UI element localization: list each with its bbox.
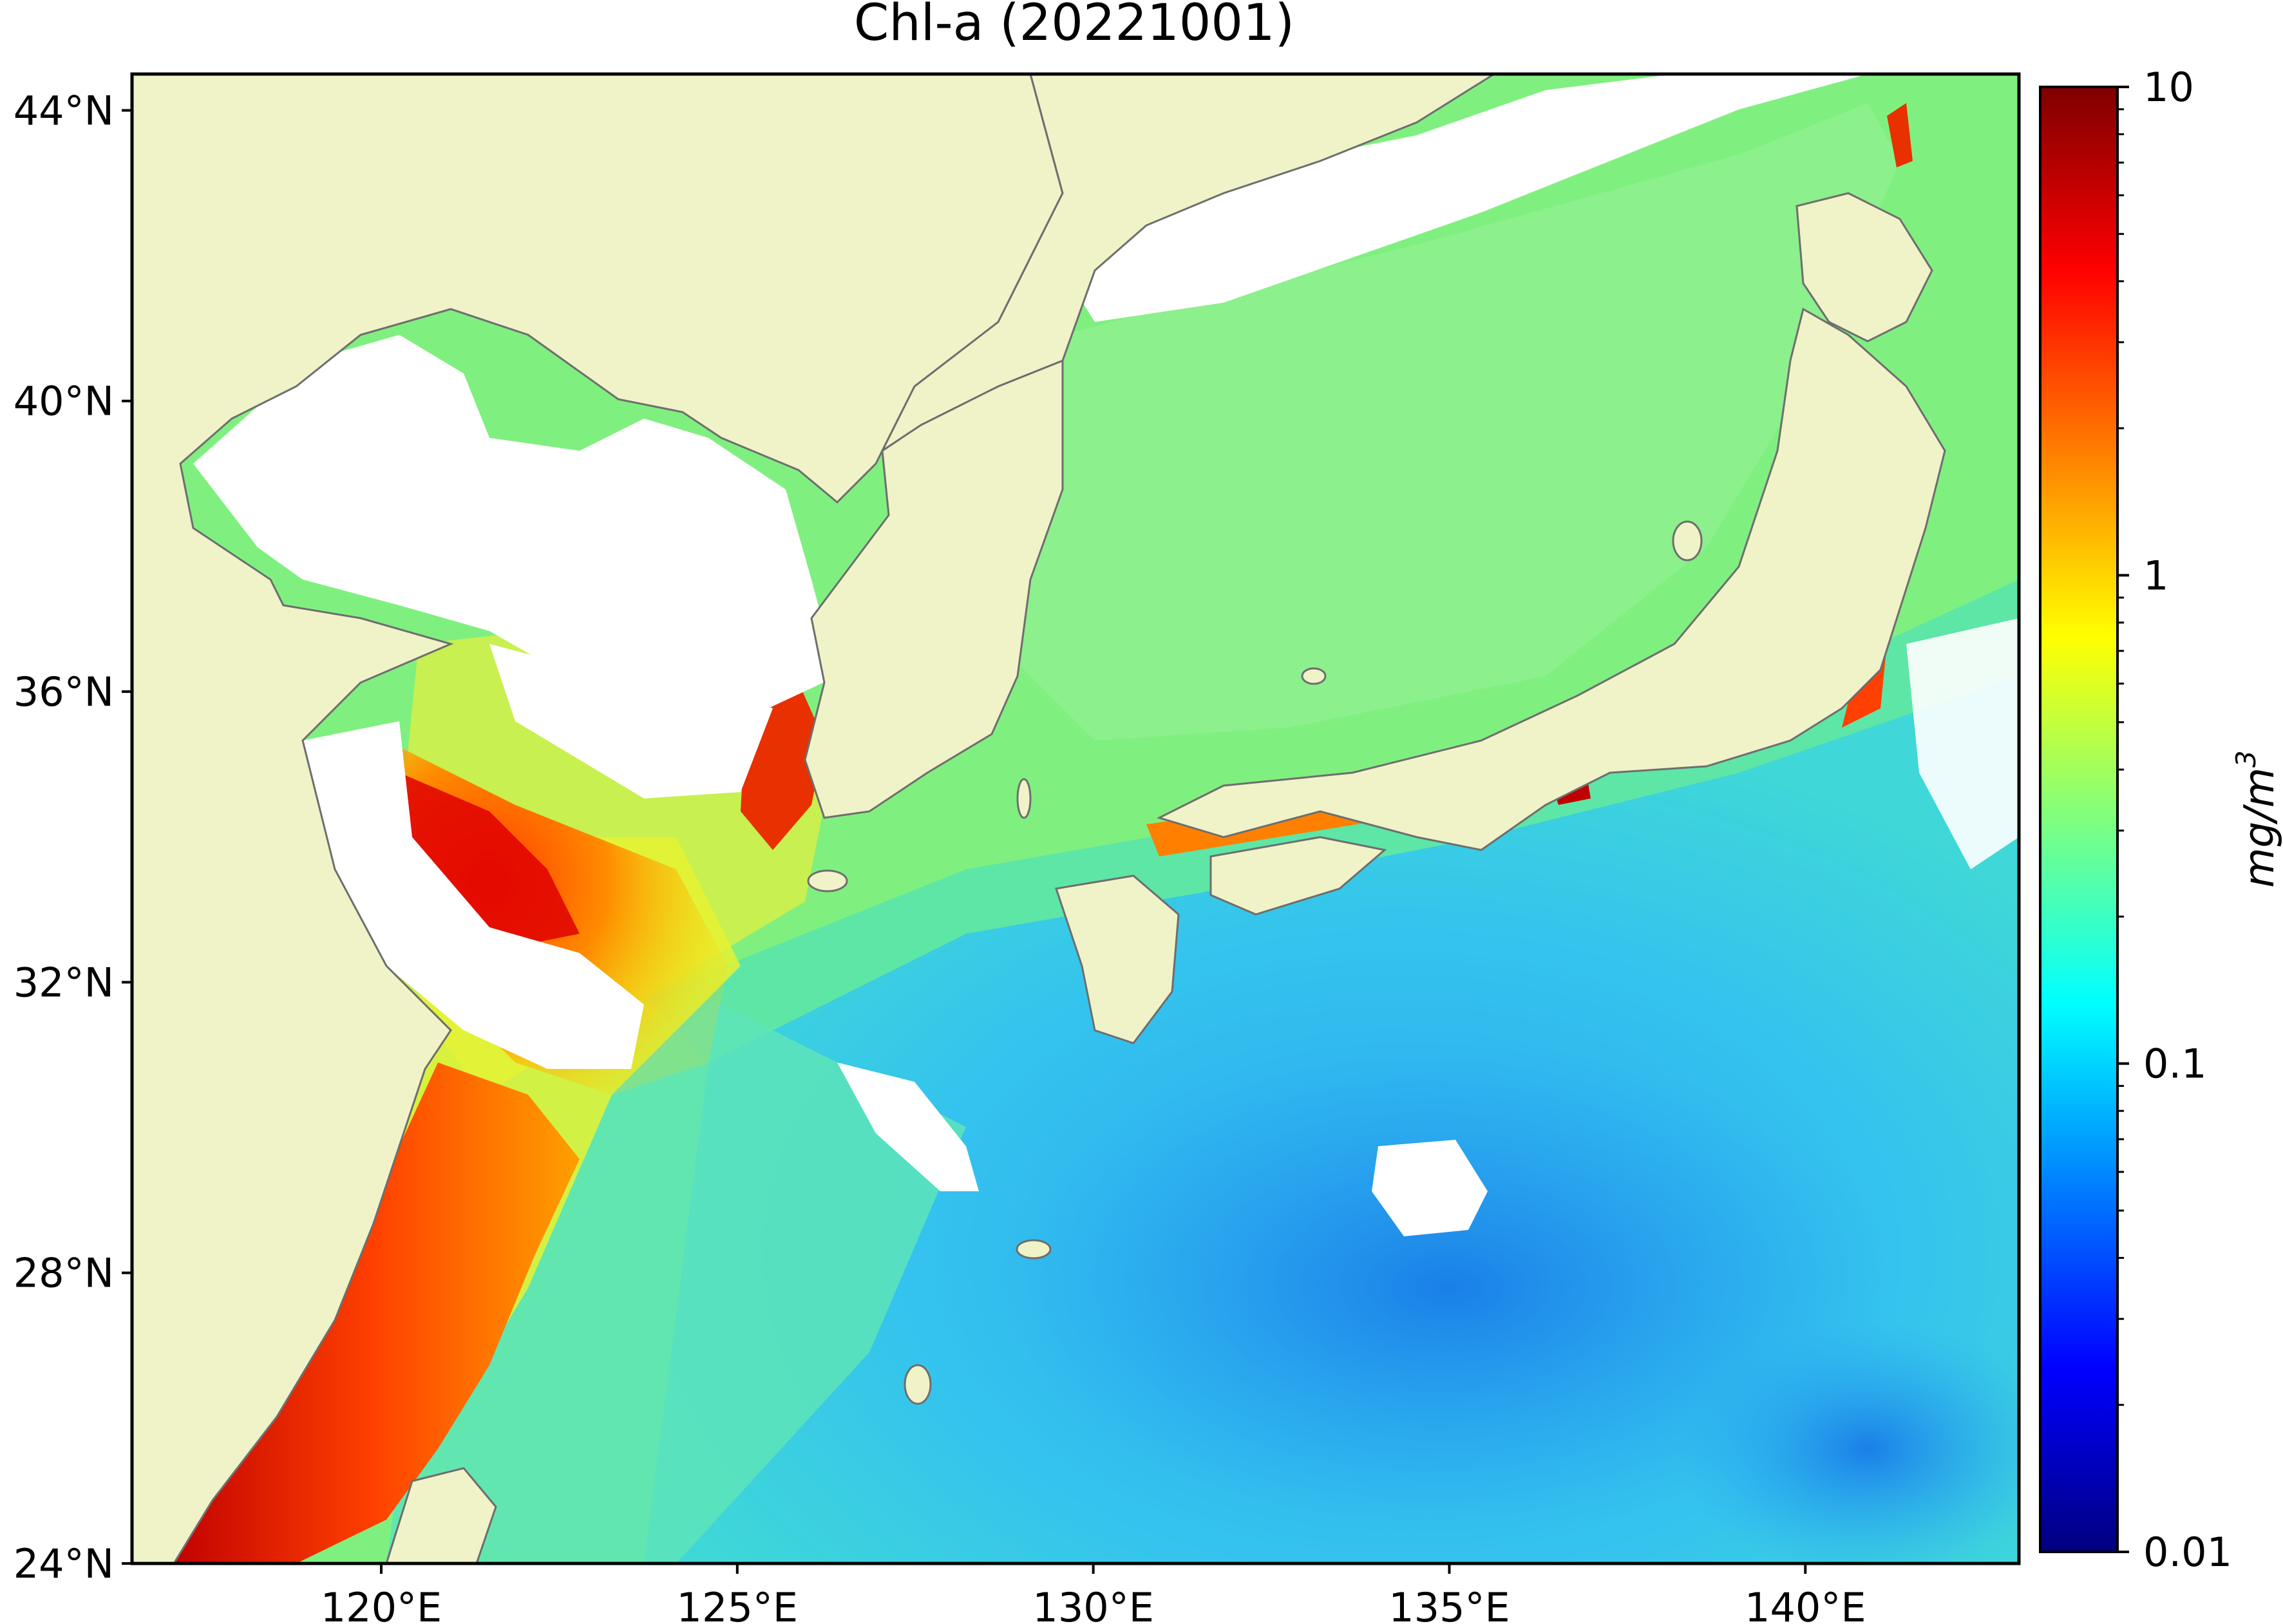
lon-tick-label: 140°E	[1745, 1584, 1866, 1624]
lon-tick-label: 130°E	[1032, 1584, 1154, 1624]
colorbar-tick-label: 0.01	[2143, 1529, 2232, 1576]
lon-tick-label: 125°E	[677, 1584, 799, 1624]
taiwan	[385, 1467, 497, 1563]
lat-tick-label: 28°N	[14, 1250, 114, 1297]
hokkaido	[1795, 192, 1933, 343]
china-mainland	[132, 74, 1064, 1563]
hokkaido-coast-high-chl	[1887, 103, 1913, 167]
map-frame	[130, 72, 2021, 1565]
colorbar-tick-label: 0.1	[2143, 1041, 2207, 1088]
oki-island	[1301, 667, 1327, 685]
sado-island	[1672, 520, 1703, 562]
honshu	[1156, 307, 1946, 851]
northeast-asia-mainland	[880, 74, 1496, 454]
colorbar: 10 1 0.1 0.01 mg/m3	[2039, 64, 2283, 1576]
lat-tick-label: 40°N	[14, 378, 114, 425]
sea-of-japan	[966, 103, 1900, 741]
latitude-axis: 44°N 40°N 36°N 32°N 28°N 24°N	[14, 87, 132, 1587]
lon-tick-label: 120°E	[321, 1584, 442, 1624]
china-coastal-high-chl	[167, 1062, 580, 1563]
map-title: Chl-a (20221001)	[854, 0, 1294, 52]
pacific-cloud-east	[1906, 618, 2019, 869]
yellow-sea-no-data	[489, 644, 773, 798]
lat-tick-label: 24°N	[14, 1540, 114, 1587]
east-china-sea-cloud	[837, 1062, 979, 1191]
colorbar-gradient	[2039, 86, 2119, 1553]
bohai-no-data	[193, 335, 837, 721]
longitude-axis: 120°E 125°E 130°E 135°E 140°E	[321, 1563, 1866, 1624]
okinawa-island	[904, 1364, 932, 1405]
amami-island	[1016, 1239, 1052, 1260]
colorbar-tick-label: 1	[2143, 552, 2168, 599]
map-panel	[132, 74, 2019, 1563]
pacific-cloud-patch	[1372, 1140, 1488, 1236]
pacific-oligotrophic-core	[998, 1043, 1900, 1533]
colorbar-ticks: 10 1 0.1 0.01	[2117, 64, 2232, 1576]
lon-tick-label: 135°E	[1388, 1584, 1510, 1624]
kyushu	[1055, 874, 1180, 1044]
pacific-oligotrophic-core-east	[1674, 1320, 2019, 1563]
jiangsu-no-data	[303, 721, 644, 1069]
lat-tick-label: 36°N	[14, 668, 114, 715]
jeju-island	[807, 869, 848, 892]
colorbar-tick-label: 10	[2143, 64, 2194, 111]
tsushima-island	[1016, 778, 1032, 819]
shikoku	[1209, 836, 1387, 916]
sea-of-japan-north-no-data	[1063, 74, 1868, 322]
jiangsu-shoal-high-chl	[399, 773, 580, 947]
lat-tick-label: 44°N	[14, 87, 114, 134]
colorbar-label: mg/m3	[2230, 750, 2283, 888]
lat-tick-label: 32°N	[14, 959, 114, 1006]
